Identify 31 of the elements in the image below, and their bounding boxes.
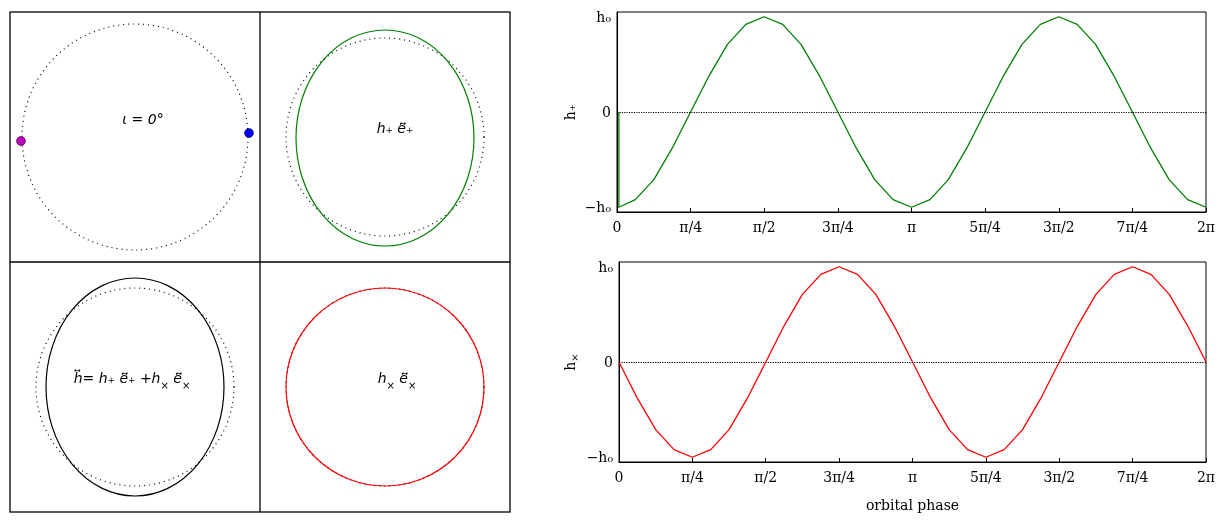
x-tick-label: 7π/4 <box>1116 219 1149 235</box>
x-tick-label: 5π/4 <box>970 469 1002 485</box>
text: −h₀ <box>586 449 614 466</box>
x-tick-label: 3π/4 <box>823 469 856 485</box>
x-axis-title: orbital phase <box>865 497 960 513</box>
text: h⃡= h₊ e⃡₊ +h$_{×}$ e⃡$_{×}$ <box>73 369 191 391</box>
x-tick-label: π/2 <box>752 219 776 235</box>
y-axis-title: h₊ <box>562 103 578 121</box>
text: h₀ <box>596 8 612 25</box>
text: −h₀ <box>584 199 612 216</box>
x-tick-label: π/4 <box>679 219 703 235</box>
x-tick-label: π <box>906 219 917 235</box>
x-tick-label: 3π/2 <box>1042 219 1075 235</box>
x-tick-label: 2π <box>1196 219 1216 235</box>
x-tick-label: 7π/4 <box>1116 469 1149 485</box>
x-tick-label: 0 <box>614 469 624 485</box>
text: h₀ <box>598 258 614 275</box>
x-tick-label: 3π/4 <box>822 219 854 235</box>
x-tick-label: 2π <box>1196 469 1216 485</box>
text: h₊ e⃡₊ <box>376 120 414 136</box>
text: 0 <box>604 354 613 370</box>
x-tick-label: 0 <box>612 219 622 235</box>
text: ι = 0° <box>122 111 164 127</box>
text: 0 <box>602 104 611 120</box>
x-tick-label: 3π/2 <box>1043 469 1076 485</box>
x-tick-label: 5π/4 <box>969 219 1002 235</box>
y-axis-title: h× <box>562 353 580 371</box>
x-tick-label: π/2 <box>754 469 778 485</box>
x-tick-label: π/4 <box>680 469 704 485</box>
text: h$_{×}$ e⃡$_{×}$ <box>377 370 417 391</box>
x-tick-label: π <box>907 469 918 485</box>
